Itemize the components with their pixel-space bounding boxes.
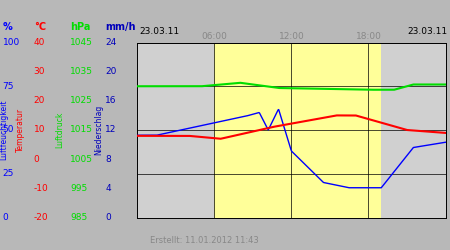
Text: 40: 40 xyxy=(34,38,45,47)
Text: hPa: hPa xyxy=(70,22,90,32)
Text: 1035: 1035 xyxy=(70,67,93,76)
Text: 30: 30 xyxy=(34,67,45,76)
Text: Temperatur: Temperatur xyxy=(16,108,25,152)
Text: 0: 0 xyxy=(105,213,111,222)
Text: -10: -10 xyxy=(34,184,49,193)
Text: 8: 8 xyxy=(105,155,111,164)
Text: 1025: 1025 xyxy=(70,96,93,105)
Text: 985: 985 xyxy=(70,213,87,222)
Text: %: % xyxy=(3,22,13,32)
Text: -20: -20 xyxy=(34,213,49,222)
Text: 995: 995 xyxy=(70,184,87,193)
Text: 1015: 1015 xyxy=(70,126,93,134)
Text: 0: 0 xyxy=(34,155,40,164)
Text: 16: 16 xyxy=(105,96,117,105)
Text: Niederschlag: Niederschlag xyxy=(94,105,103,155)
Text: 50: 50 xyxy=(3,126,14,134)
Text: 0: 0 xyxy=(3,213,9,222)
Text: 25: 25 xyxy=(3,169,14,178)
Text: Luftdruck: Luftdruck xyxy=(55,112,64,148)
Text: 20: 20 xyxy=(34,96,45,105)
Text: 1005: 1005 xyxy=(70,155,93,164)
Text: 24: 24 xyxy=(105,38,117,47)
Text: 1045: 1045 xyxy=(70,38,93,47)
Text: 20: 20 xyxy=(105,67,117,76)
Text: mm/h: mm/h xyxy=(105,22,136,32)
Text: 12: 12 xyxy=(105,126,117,134)
Text: 75: 75 xyxy=(3,82,14,91)
Text: 4: 4 xyxy=(105,184,111,193)
Text: 23.03.11: 23.03.11 xyxy=(140,27,180,36)
Text: 100: 100 xyxy=(3,38,20,47)
Text: Erstellt: 11.01.2012 11:43: Erstellt: 11.01.2012 11:43 xyxy=(150,236,259,245)
Bar xyxy=(214,42,381,218)
Text: 23.03.11: 23.03.11 xyxy=(408,27,448,36)
Text: °C: °C xyxy=(34,22,46,32)
Text: 10: 10 xyxy=(34,126,45,134)
Text: Luftfeuchtigkeit: Luftfeuchtigkeit xyxy=(0,100,8,160)
